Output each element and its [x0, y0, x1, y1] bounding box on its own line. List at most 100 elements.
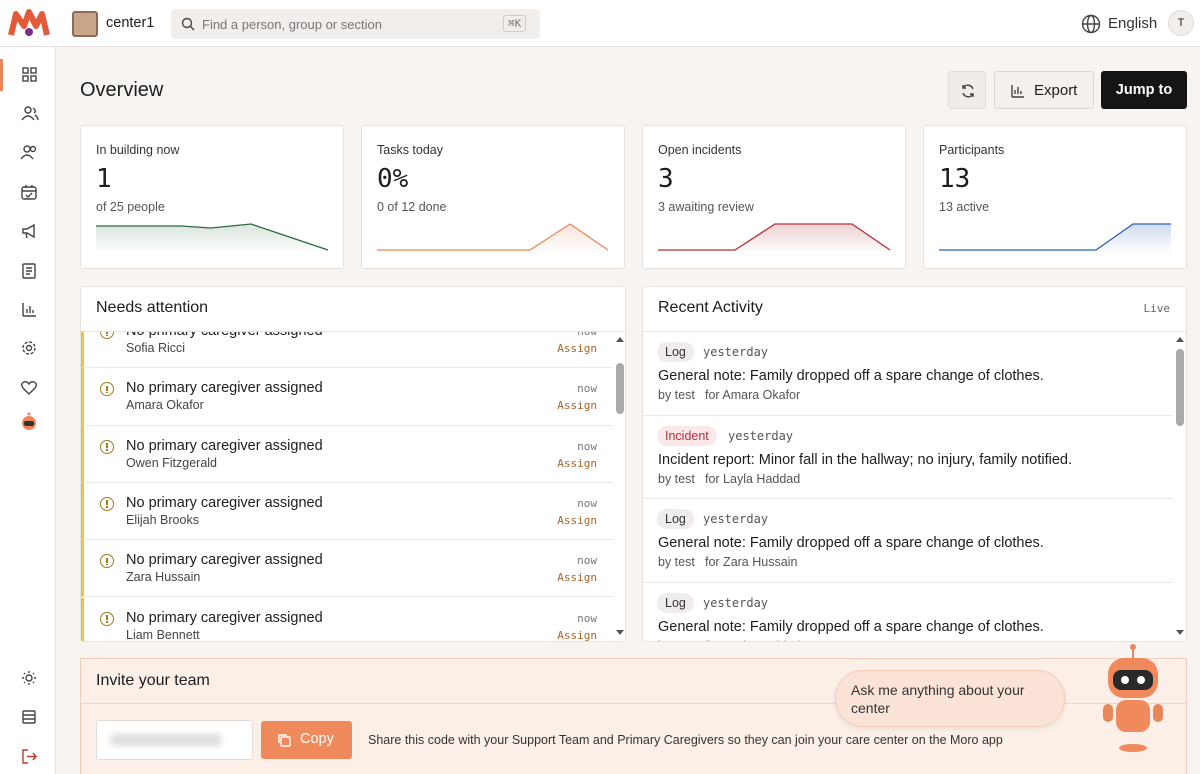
attention-item: No primary caregiver assigned Amara Okafo…	[81, 368, 613, 426]
live-status: Live	[1143, 302, 1171, 315]
item-time: now	[577, 496, 597, 510]
copy-label: Copy	[300, 731, 334, 747]
stat-value: 1	[96, 164, 112, 194]
stat-card: Open incidents 3 3 awaiting review	[642, 125, 906, 269]
stat-sub: 3 awaiting review	[658, 200, 754, 214]
attention-list: No primary caregiver assigned Sofia Ricci…	[81, 332, 613, 642]
attention-item: No primary caregiver assigned Sofia Ricci…	[81, 332, 613, 369]
shortcut: ⌘K	[503, 15, 527, 32]
stat-value: 3	[658, 164, 674, 194]
activity-text: Incident report: Minor fall in the hallw…	[658, 451, 1072, 468]
stat-label: Open incidents	[658, 143, 742, 157]
activity-item: Incident yesterday Incident report: Minor …	[643, 416, 1173, 499]
assign-link[interactable]: Assign	[557, 571, 597, 585]
activity-item: Log yesterday General note: Family dropped…	[643, 499, 1173, 583]
activity-for: for Amara Okafor	[705, 388, 801, 402]
activity-tag: Log	[657, 509, 694, 529]
jump-button[interactable]: Jump to	[1101, 71, 1187, 109]
invite-description: Share this code with your Support Team a…	[368, 733, 1003, 747]
item-name: Owen Fitzgerald	[126, 455, 218, 470]
stat-sub: of 25 people	[96, 200, 165, 214]
stat-value: 13	[939, 164, 971, 194]
sparkline	[96, 223, 329, 254]
globe-icon[interactable]	[1081, 14, 1101, 34]
item-time: now	[577, 439, 597, 453]
stat-card: Tasks today 0% 0 of 12 done	[361, 125, 625, 269]
copy-button[interactable]: Copy	[261, 721, 352, 759]
activity-by: by test	[658, 639, 695, 642]
warning-icon	[100, 554, 114, 569]
item-name: Zara Hussain	[126, 570, 201, 585]
assign-link[interactable]: Assign	[557, 513, 597, 527]
workspace-icon[interactable]	[72, 11, 98, 37]
activity-text: General note: Family dropped off a spare…	[658, 535, 1044, 551]
warning-icon	[100, 611, 114, 626]
item-time: now	[577, 554, 597, 568]
stat-sub: 13 active	[939, 200, 990, 214]
stat-card: Participants 13 13 active	[923, 125, 1187, 269]
item-title: No primary caregiver assigned	[126, 380, 323, 397]
stat-label: Tasks today	[377, 143, 444, 157]
activity-list: Log yesterday General note: Family dropped…	[643, 332, 1173, 642]
panel-title: Recent Activity	[658, 299, 763, 316]
assign-link[interactable]: Assign	[557, 456, 597, 470]
attention-item: No primary caregiver assigned Elijah Broo…	[81, 482, 613, 541]
warning-icon	[100, 496, 114, 511]
item-title: No primary caregiver assigned	[126, 437, 323, 454]
item-name: Elijah Brooks	[126, 512, 199, 527]
activity-item: Log yesterday General note: Family dropped…	[643, 332, 1173, 416]
search-placeholder: Find a person, group or section	[202, 17, 382, 32]
refresh-button[interactable]	[948, 71, 986, 109]
activity-time: yesterday	[728, 428, 794, 443]
activity-by: by test	[658, 471, 695, 486]
activity-tag: Incident	[657, 425, 717, 446]
assistant-robot[interactable]	[1098, 642, 1168, 754]
item-title: No primary caregiver assigned	[126, 552, 323, 569]
item-name: Sofia Ricci	[126, 341, 186, 355]
warning-icon	[100, 439, 114, 454]
sparkline	[939, 223, 1171, 254]
export-button[interactable]: Export	[994, 71, 1094, 109]
page-title: Overview	[80, 79, 164, 101]
activity-by: by test	[658, 555, 695, 569]
activity-by: by test	[658, 388, 695, 402]
assign-link[interactable]: Assign	[557, 628, 597, 642]
sidebar	[0, 47, 56, 774]
activity-text: General note: Family dropped off a spare…	[658, 618, 1044, 635]
assign-link[interactable]: Assign	[557, 342, 597, 355]
activity-item: Log yesterday General note: Family dropped…	[643, 583, 1173, 642]
item-time: now	[577, 332, 597, 338]
scrollbar[interactable]	[613, 332, 626, 642]
warning-icon	[100, 382, 114, 397]
activity-for: for Zara Hussain	[705, 555, 798, 569]
avatar[interactable]: T	[1168, 10, 1194, 36]
item-name: Liam Bennett	[126, 627, 200, 642]
activity-time: yesterday	[703, 512, 769, 526]
stat-label: In building now	[96, 143, 180, 157]
search-box[interactable]: Find a person, group or section ⌘K	[171, 9, 540, 39]
item-title: No primary caregiver assigned	[126, 332, 323, 339]
activity-tag: Log	[657, 342, 694, 362]
item-name: Amara Okafor	[126, 398, 204, 413]
item-title: No primary caregiver assigned	[126, 609, 323, 626]
item-time: now	[577, 382, 597, 396]
attention-item: No primary caregiver assigned Liam Bennet…	[81, 597, 613, 642]
invite-code[interactable]	[96, 720, 253, 760]
language[interactable]: English	[1108, 15, 1158, 32]
attention-item: No primary caregiver assigned Owen Fitzge…	[81, 425, 613, 483]
scrollbar[interactable]	[1173, 332, 1187, 642]
workspace-name[interactable]: center1	[106, 15, 155, 31]
recent-activity-panel: Recent Activity Live Log yesterday General…	[642, 286, 1187, 642]
invite-title: Invite your team	[96, 672, 210, 689]
activity-text: General note: Family dropped off a spare…	[658, 368, 1044, 384]
panel-title: Needs attention	[96, 299, 209, 316]
nav-icons[interactable]	[20, 47, 40, 774]
export-label: Export	[1034, 82, 1078, 99]
activity-time: yesterday	[703, 595, 769, 610]
stat-card: In building now 1 of 25 people	[80, 125, 344, 269]
stat-value: 0%	[377, 164, 409, 194]
activity-for: for Layla Haddad	[705, 639, 800, 642]
assign-link[interactable]: Assign	[557, 399, 597, 413]
assistant-bubble[interactable]: Ask me anything about your center	[835, 670, 1065, 727]
